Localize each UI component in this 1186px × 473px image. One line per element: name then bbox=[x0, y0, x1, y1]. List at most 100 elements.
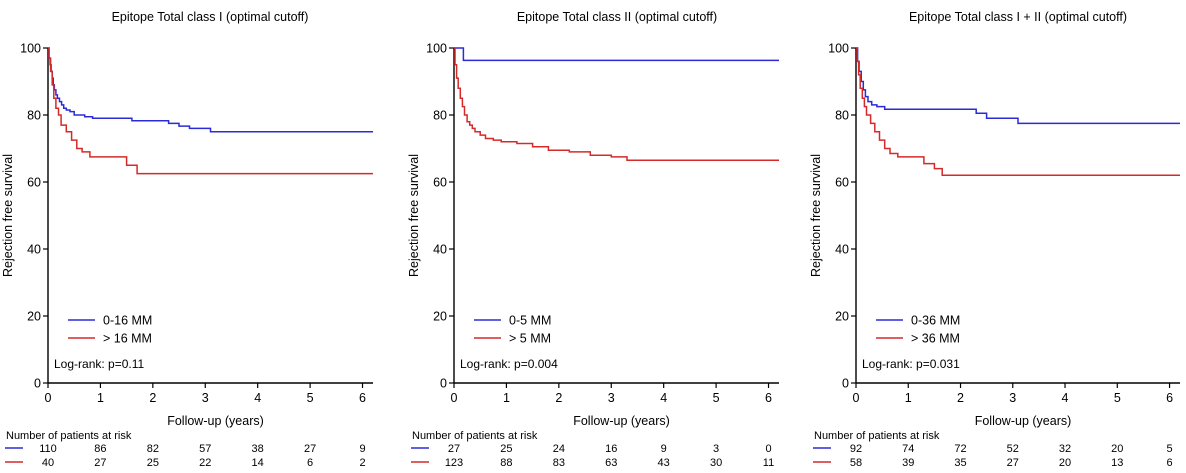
risk-count: 82 bbox=[147, 443, 159, 455]
risk-table-title: Number of patients at risk bbox=[814, 430, 940, 442]
x-tick-label: 4 bbox=[254, 391, 261, 405]
risk-count: 83 bbox=[553, 457, 565, 469]
risk-count: 11 bbox=[763, 457, 774, 469]
risk-count: 123 bbox=[445, 457, 463, 469]
risk-count: 86 bbox=[94, 443, 106, 455]
x-tick-label: 2 bbox=[957, 391, 964, 405]
y-tick-label: 60 bbox=[835, 176, 849, 190]
chart-panel-3: Epitope Total class I + II (optimal cuto… bbox=[809, 10, 1180, 469]
x-tick-label: 1 bbox=[503, 391, 510, 405]
x-axis-label: Follow-up (years) bbox=[975, 414, 1072, 428]
risk-count: 52 bbox=[1007, 443, 1019, 455]
risk-count: 72 bbox=[954, 443, 966, 455]
x-tick-label: 4 bbox=[660, 391, 667, 405]
risk-count: 43 bbox=[658, 457, 670, 469]
risk-count: 35 bbox=[954, 457, 966, 469]
survival-curve-low bbox=[48, 47, 373, 133]
x-tick-label: 5 bbox=[307, 391, 314, 405]
x-tick-label: 3 bbox=[202, 391, 209, 405]
legend-label: > 16 MM bbox=[103, 332, 152, 346]
y-tick-label: 40 bbox=[27, 243, 41, 257]
risk-count: 88 bbox=[500, 457, 512, 469]
risk-count: 20 bbox=[1059, 457, 1071, 469]
risk-count: 25 bbox=[500, 443, 512, 455]
y-tick-label: 20 bbox=[835, 310, 849, 324]
y-tick-label: 40 bbox=[433, 243, 447, 257]
risk-count: 27 bbox=[94, 457, 106, 469]
y-tick-label: 0 bbox=[842, 377, 849, 391]
risk-count: 9 bbox=[661, 443, 667, 455]
y-tick-label: 0 bbox=[440, 377, 447, 391]
chart-panel-2: Epitope Total class II (optimal cutoff) 0… bbox=[407, 10, 779, 469]
survival-curve-high bbox=[454, 47, 779, 161]
legend-label: 0-36 MM bbox=[911, 314, 960, 328]
survival-curve-high bbox=[48, 47, 373, 175]
y-axis-label: Rejection free survival bbox=[407, 154, 421, 277]
risk-count: 6 bbox=[1166, 457, 1172, 469]
risk-count: 32 bbox=[1059, 443, 1071, 455]
y-tick-label: 80 bbox=[835, 109, 849, 123]
risk-count: 63 bbox=[605, 457, 617, 469]
risk-count: 20 bbox=[1111, 443, 1123, 455]
risk-count: 14 bbox=[252, 457, 264, 469]
x-tick-label: 6 bbox=[1166, 391, 1173, 405]
y-tick-label: 40 bbox=[835, 243, 849, 257]
risk-count: 40 bbox=[42, 457, 54, 469]
x-tick-label: 1 bbox=[905, 391, 912, 405]
risk-count: 57 bbox=[199, 443, 211, 455]
risk-count: 3 bbox=[713, 443, 719, 455]
risk-count: 5 bbox=[1166, 443, 1172, 455]
x-tick-label: 0 bbox=[45, 391, 52, 405]
logrank-annotation: Log-rank: p=0.004 bbox=[460, 357, 558, 371]
y-tick-label: 80 bbox=[27, 109, 41, 123]
risk-table-title: Number of patients at risk bbox=[6, 430, 132, 442]
risk-count: 39 bbox=[902, 457, 914, 469]
risk-count: 58 bbox=[850, 457, 862, 469]
x-tick-label: 2 bbox=[555, 391, 562, 405]
x-axis-label: Follow-up (years) bbox=[573, 414, 670, 428]
risk-count: 6 bbox=[307, 457, 313, 469]
y-tick-label: 60 bbox=[433, 176, 447, 190]
y-axis-label: Rejection free survival bbox=[809, 154, 823, 277]
chart-title: Epitope Total class I (optimal cutoff) bbox=[112, 10, 309, 24]
risk-count: 74 bbox=[902, 443, 914, 455]
y-tick-label: 20 bbox=[433, 310, 447, 324]
risk-count: 13 bbox=[1111, 457, 1123, 469]
x-tick-label: 0 bbox=[451, 391, 458, 405]
risk-count: 27 bbox=[448, 443, 460, 455]
risk-table-title: Number of patients at risk bbox=[412, 430, 538, 442]
legend-label: 0-16 MM bbox=[103, 314, 152, 328]
risk-count: 92 bbox=[850, 443, 862, 455]
risk-count: 0 bbox=[765, 443, 771, 455]
legend-label: 0-5 MM bbox=[509, 314, 551, 328]
x-tick-label: 5 bbox=[713, 391, 720, 405]
logrank-annotation: Log-rank: p=0.031 bbox=[862, 357, 960, 371]
chart-title: Epitope Total class II (optimal cutoff) bbox=[517, 10, 717, 24]
y-tick-label: 60 bbox=[27, 176, 41, 190]
risk-count: 22 bbox=[199, 457, 211, 469]
y-axis-label: Rejection free survival bbox=[1, 154, 15, 277]
y-tick-label: 100 bbox=[828, 42, 849, 56]
survival-curve-low bbox=[856, 47, 1180, 125]
survival-curve-high bbox=[856, 47, 1180, 177]
risk-count: 16 bbox=[605, 443, 617, 455]
x-tick-label: 6 bbox=[765, 391, 772, 405]
survival-curve-low bbox=[454, 47, 779, 62]
x-tick-label: 0 bbox=[853, 391, 860, 405]
chart-title: Epitope Total class I + II (optimal cuto… bbox=[909, 10, 1127, 24]
risk-count: 24 bbox=[553, 443, 565, 455]
risk-count: 27 bbox=[1007, 457, 1019, 469]
risk-count: 30 bbox=[710, 457, 722, 469]
legend-label: > 5 MM bbox=[509, 332, 551, 346]
x-tick-label: 6 bbox=[359, 391, 366, 405]
risk-count: 38 bbox=[252, 443, 264, 455]
logrank-annotation: Log-rank: p=0.11 bbox=[54, 357, 145, 371]
chart-panel-1: Epitope Total class I (optimal cutoff) 0 2… bbox=[1, 10, 373, 469]
y-tick-label: 80 bbox=[433, 109, 447, 123]
risk-count: 27 bbox=[304, 443, 316, 455]
legend-label: > 36 MM bbox=[911, 332, 960, 346]
x-tick-label: 5 bbox=[1114, 391, 1121, 405]
x-tick-label: 1 bbox=[97, 391, 104, 405]
x-axis-label: Follow-up (years) bbox=[167, 414, 264, 428]
